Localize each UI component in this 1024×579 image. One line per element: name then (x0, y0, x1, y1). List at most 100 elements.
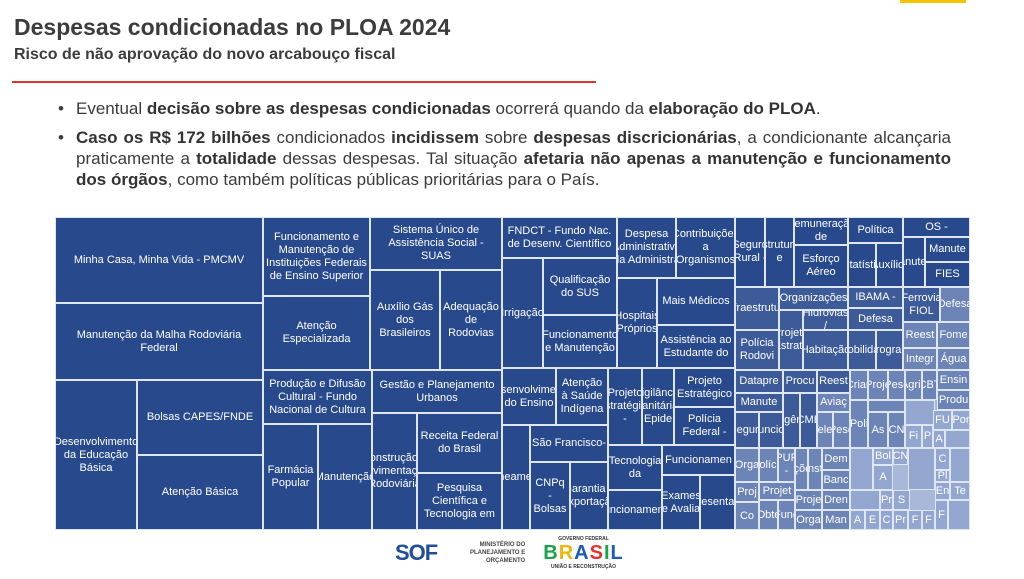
treemap-cell: Projet (759, 482, 795, 500)
treemap-cell: Reestruturação e (765, 217, 794, 287)
treemap-cell: Pesq (833, 412, 850, 448)
treemap-cell: CN (888, 412, 905, 448)
treemap-cell: Atenção à Saúde Indígena (556, 368, 608, 425)
treemap-cell: Pesc (888, 370, 905, 400)
treemap-cell: Proje (795, 490, 822, 510)
accent-bar (900, 0, 966, 3)
treemap-cell: S (893, 490, 910, 510)
treemap-cell: Projeto Estratégico (674, 368, 735, 407)
bullet-emphasis: decisão sobre as despesas condicionadas (146, 99, 491, 118)
treemap-cell: Representações (700, 475, 735, 530)
treemap-cell: Aviaç (817, 393, 850, 412)
treemap-cell: Telec (817, 412, 833, 448)
treemap-cell: Produ (937, 390, 970, 410)
treemap-cell: CN (893, 448, 908, 465)
treemap-cell: CNPq - Bolsas (530, 462, 570, 530)
treemap-cell: ICMBi (800, 393, 817, 448)
treemap-cell: Projeto Estraté (779, 310, 803, 370)
bullet-emphasis: afetaria não apenas a manutenção e funci… (76, 149, 951, 189)
treemap-cell: Procu (783, 370, 817, 393)
treemap-cell: A (873, 465, 893, 490)
treemap-cell: P (922, 425, 933, 448)
treemap-cell (945, 430, 970, 448)
treemap-cell: Adequação de Rodovias (440, 270, 502, 370)
treemap-cell: Auxílio- (876, 243, 903, 287)
treemap-cell: Manute (925, 237, 970, 262)
treemap-cell: Ações (795, 448, 808, 490)
treemap-cell (908, 448, 935, 490)
treemap-cell: Manutenç (903, 237, 925, 287)
bullet-item: Eventual decisão sobre as despesas condi… (56, 98, 951, 119)
treemap-cell: F (935, 500, 948, 530)
treemap-cell: Poli (850, 400, 868, 448)
treemap-cell: C (935, 448, 950, 470)
treemap-cell: Polícia (759, 448, 778, 482)
treemap-cell: Esforço Aéreo (794, 245, 848, 287)
treemap-cell: Tecnologia da (608, 445, 662, 490)
treemap-cell: Por (952, 410, 970, 430)
gov-federal-logo: GOVERNO FEDERAL BRASIL UNIÃO E RECONSTRU… (543, 536, 623, 570)
brasil-wordmark: BRASIL (543, 542, 624, 564)
treemap-cell: FU (933, 410, 952, 430)
treemap-cell: Dem (822, 448, 850, 470)
treemap-cell: Crian (850, 370, 868, 400)
treemap-cell: Qualificação do SUS (543, 258, 617, 315)
treemap-cell: Habitação (803, 330, 848, 370)
page-title: Despesas condicionadas no PLOA 2024 (14, 14, 451, 40)
treemap-cell: Gestão e Planejamento Urbanos (372, 370, 502, 413)
treemap-cell: PUP - (778, 448, 795, 482)
treemap-cell: Man (822, 510, 850, 530)
treemap-cell: Manutenção (318, 424, 372, 530)
treemap-cell: Integr (903, 348, 937, 370)
treemap-cell: Minha Casa, Minha Vida - PMCMV (55, 217, 263, 303)
treemap-cell: Obte (759, 500, 778, 530)
treemap-cell (868, 400, 905, 412)
treemap-chart: Minha Casa, Minha Vida - PMCMV Manutenção… (55, 217, 970, 530)
treemap-cell: Produção e Difusão Cultural - Fundo Naci… (263, 370, 372, 424)
treemap-cell (948, 500, 970, 530)
treemap-cell: Organizações (779, 287, 848, 310)
bullet-emphasis: despesas discricionárias (533, 128, 737, 147)
treemap-cell: Bol (873, 448, 893, 465)
treemap-cell: Insti (808, 448, 822, 490)
treemap-cell: Hospitais Próprios (617, 278, 657, 368)
treemap-cell: Hidrovias / (803, 310, 848, 330)
gov-label: GOVERNO FEDERAL (558, 536, 609, 542)
treemap-cell: Dren (822, 490, 850, 510)
treemap-cell: OS - (903, 217, 970, 237)
treemap-cell: Mobilidad (848, 330, 876, 370)
treemap-cell: Proje (868, 370, 888, 400)
treemap-cell: Program (876, 330, 903, 370)
treemap-cell: En (935, 482, 950, 500)
bullet-text: condicionados (270, 128, 392, 147)
treemap-cell: Garantia à Exportação (570, 462, 608, 530)
treemap-cell: São Francisco- (530, 425, 608, 462)
treemap-cell: Infraestrutura (735, 287, 779, 330)
bullet-emphasis: Caso os R$ 172 bilhões (76, 128, 271, 147)
treemap-cell: Funcionamento (608, 490, 662, 530)
treemap-cell: Pesquisa Científica e Tecnologia em (417, 473, 502, 530)
treemap-cell: Fund (778, 500, 795, 530)
treemap-cell: F (908, 510, 922, 530)
treemap-cell: A (933, 430, 945, 448)
ministry-logo: MINISTÉRIO DO PLANEJAMENTO E ORÇAMENTO (470, 542, 526, 564)
bullet-text: , como também políticas públicas priorit… (167, 170, 600, 189)
treemap-cell: Pl (935, 470, 950, 482)
bullet-list: Eventual decisão sobre as despesas condi… (56, 98, 951, 198)
treemap-cell: Contribuições a Organismos (676, 217, 735, 278)
footer-logos: SOF MINISTÉRIO DO PLANEJAMENTO E ORÇAMEN… (395, 533, 624, 573)
treemap-cell: E (865, 510, 880, 530)
treemap-cell: Remuneração de (794, 217, 848, 245)
treemap-cell: Pr (880, 490, 893, 510)
treemap-cell: Funcion (759, 412, 783, 448)
treemap-cell (950, 448, 970, 482)
treemap-cell: Receita Federal do Brasil (417, 413, 502, 473)
treemap-cell (905, 400, 935, 425)
treemap-cell: Polícia Federal - (674, 407, 735, 445)
bullet-text: dessas despesas. Tal situação (276, 149, 524, 168)
treemap-cell: Atenção Especializada (263, 296, 370, 370)
treemap-cell: Exames e Avalia (662, 475, 700, 530)
treemap-cell: Co (735, 502, 759, 530)
treemap-cell: Defesa (848, 308, 903, 330)
bullet-emphasis: incidissem (391, 128, 479, 147)
